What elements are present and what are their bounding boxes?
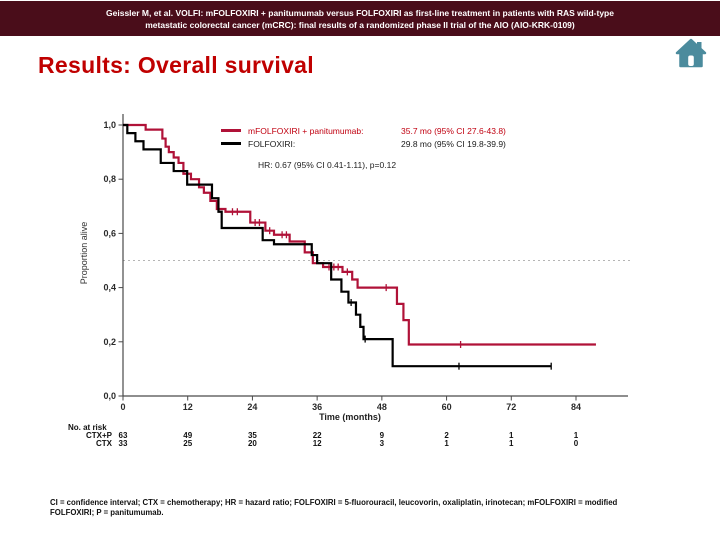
citation-line-2: metastatic colorectal cancer (mCRC): fin… [145,19,575,30]
x-tick-label: 48 [377,402,387,412]
risk-value: 1 [509,431,514,440]
km-curve-folfoxiri [123,123,552,368]
risk-value: 1 [573,431,579,440]
x-tick-label: 12 [183,402,193,412]
risk-value: 49 [183,431,193,440]
x-tick-label: 0 [120,402,125,412]
y-tick-label: 0,0 [103,391,116,401]
home-icon [675,38,707,68]
x-tick-label: 60 [442,402,452,412]
y-tick-label: 1,0 [103,120,116,130]
legend-line-sample-black [221,142,241,145]
abbreviations-footnote: CI = confidence interval; CTX = chemothe… [50,498,618,517]
risk-value: 20 [247,439,257,448]
legend-label: mFOLFOXIRI + panitumumab: [248,125,364,136]
risk-row-label-ctxp: CTX+P [85,431,112,440]
x-tick-label: 24 [247,402,257,412]
risk-row-label-ctx: CTX [96,439,112,448]
y-axis-title: Proportion alive [79,221,89,285]
legend-item-folfoxiri: FOLFOXIRI: 29.8 mo (95% CI 19.8-39.9) [221,137,506,150]
risk-value: 63 [118,431,128,440]
y-tick-label: 0,8 [103,174,116,184]
risk-value: 1 [444,439,449,448]
risk-value: 0 [573,439,579,448]
citation-header: Geissler M, et al. VOLFI: mFOLFOXIRI + p… [0,1,720,36]
home-button[interactable] [674,38,708,68]
hazard-ratio-note: HR: 0.67 (95% CI 0.41-1.11), p=0.12 [258,160,397,170]
risk-value: 1 [509,439,514,448]
km-curve-mfolfoxiri-panitumumab [123,123,596,346]
risk-value: 12 [312,439,322,448]
y-tick-label: 0,6 [103,228,116,238]
x-tick-label: 84 [571,402,581,412]
y-tick-label: 0,4 [103,283,116,293]
legend-line-sample-red [221,129,241,132]
y-tick-label: 0,2 [103,337,116,347]
citation-line-1: Geissler M, et al. VOLFI: mFOLFOXIRI + p… [106,7,614,18]
legend-label: FOLFOXIRI: [248,138,296,149]
risk-value: 3 [379,439,385,448]
chart-legend: mFOLFOXIRI + panitumumab: 35.7 mo (95% C… [221,124,506,150]
legend-median-value: 29.8 mo (95% CI 19.8-39.9) [401,138,506,149]
risk-table-title: No. at risk [68,423,107,432]
risk-value: 2 [444,431,449,440]
risk-value: 33 [118,439,128,448]
legend-item-mfolfoxiri-panitumumab: mFOLFOXIRI + panitumumab: 35.7 mo (95% C… [221,124,506,137]
x-axis-title: Time (months) [319,412,381,422]
legend-median-value: 35.7 mo (95% CI 27.6-43.8) [401,125,506,136]
x-tick-label: 72 [506,402,516,412]
x-tick-label: 36 [312,402,322,412]
page-title: Results: Overall survival [38,52,314,78]
risk-value: 9 [379,431,385,440]
risk-value: 25 [183,439,193,448]
risk-value: 35 [247,431,257,440]
risk-value: 22 [312,431,322,440]
